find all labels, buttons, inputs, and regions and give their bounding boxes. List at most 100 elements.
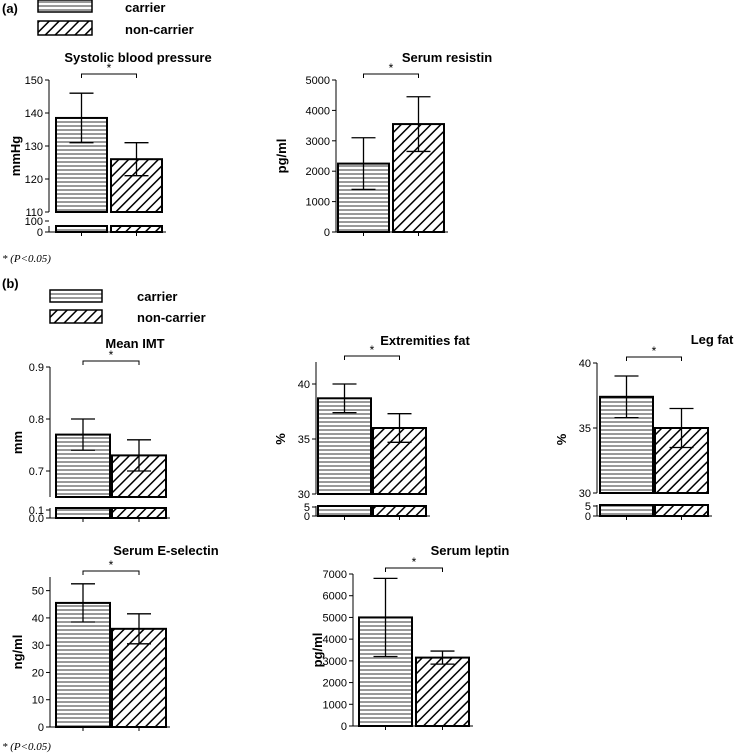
chart-title: Serum E-selectin — [113, 543, 219, 558]
significance-marker: * — [107, 61, 112, 75]
y-tick-label: 10 — [32, 695, 44, 707]
y-axis-label: pg/ml — [310, 633, 325, 668]
y-tick-label: 30 — [298, 489, 310, 501]
chart-legfat: Leg fat% 30 35 40 05 * — [554, 332, 734, 523]
chart-title: Mean IMT — [105, 336, 164, 351]
y-tick-label: 6000 — [323, 591, 347, 603]
y-tick-label: 5000 — [323, 612, 347, 624]
significance-marker: * — [389, 61, 394, 75]
panel-label-a: (a) — [2, 1, 18, 16]
chart-resistin: Serum resistin pg/ml 0 1000 2000 3000 4000 5000… — [274, 50, 492, 239]
y-tick-label: 140 — [25, 108, 43, 120]
y-tick-label: 0 — [585, 511, 591, 523]
significance-bracket — [344, 355, 400, 360]
chart-title: Leg fat — [691, 332, 734, 347]
legend-label-noncarrier: non-carrier — [137, 310, 206, 325]
y-tick-label: 4000 — [323, 634, 347, 646]
bar-noncarrier-base — [111, 507, 167, 519]
y-tick-label: 130 — [25, 141, 43, 153]
y-tick-label: 3000 — [306, 136, 330, 148]
y-tick-label: 35 — [579, 423, 591, 435]
y-tick-label: 1000 — [323, 699, 347, 711]
bar-carrier-base — [55, 507, 111, 519]
y-tick-label: 40 — [298, 379, 310, 391]
y-tick-label: 40 — [32, 613, 44, 625]
y-axis-label: pg/ml — [274, 139, 289, 174]
chart-imt: Mean IMT mm 0.7 0.8 0.9 0.00.1 * — [10, 336, 170, 525]
chart-title: Systolic blood pressure — [64, 50, 211, 65]
y-tick-label: 100 — [25, 216, 43, 228]
y-tick-label: 30 — [32, 640, 44, 652]
bar-noncarrier-base — [110, 225, 163, 233]
chart-extfat: Extremities fat% 30 35 40 05 * — [273, 333, 470, 523]
footnote-a: * (P<0.05) — [2, 253, 51, 265]
chart-title: Serum leptin — [431, 543, 510, 558]
significance-marker: * — [109, 558, 114, 572]
legend-a: carrier non-carrier — [37, 0, 194, 37]
y-tick-label: 4000 — [306, 105, 330, 117]
y-tick-label: 120 — [25, 174, 43, 186]
footnote-b: * (P<0.05) — [2, 741, 51, 753]
y-tick-label: 0 — [38, 722, 44, 734]
bar-noncarrier-base — [654, 504, 709, 517]
y-tick-label: 2000 — [306, 166, 330, 178]
y-axis-label: ng/ml — [10, 635, 25, 670]
significance-bracket — [363, 73, 419, 78]
chart-title: Serum resistin — [402, 50, 492, 65]
y-axis-label: % — [273, 433, 288, 445]
y-tick-label: 40 — [579, 358, 591, 370]
significance-bracket — [385, 567, 443, 572]
significance-bracket — [82, 570, 140, 575]
legend-swatch-noncarrier — [49, 309, 103, 324]
y-tick-label: 50 — [32, 586, 44, 598]
y-axis-label: % — [554, 433, 569, 445]
significance-bracket — [82, 360, 140, 365]
y-tick-label: 0.0 — [29, 513, 44, 525]
y-tick-label: 110 — [25, 207, 43, 219]
significance-bracket — [81, 73, 137, 78]
legend-b: carrier non-carrier — [49, 289, 206, 325]
y-tick-label: 20 — [32, 667, 44, 679]
y-tick-label: 2000 — [323, 678, 347, 690]
panel-label-b: (b) — [2, 276, 19, 291]
y-tick-label: 1000 — [306, 197, 330, 209]
bar-noncarrier — [415, 656, 470, 727]
significance-marker: * — [652, 344, 657, 358]
y-tick-label: 30 — [579, 488, 591, 500]
y-tick-label: 0.7 — [29, 466, 44, 478]
bar-carrier-base — [55, 225, 108, 233]
y-tick-label: 7000 — [323, 569, 347, 581]
significance-bracket — [626, 356, 682, 361]
y-tick-label: 35 — [298, 434, 310, 446]
y-tick-label: 0 — [37, 227, 43, 239]
y-tick-label: 0.9 — [29, 362, 44, 374]
charts: Systolic blood pressure mmHg 110 120 130 140 1… — [8, 50, 734, 734]
y-tick-label: 0 — [341, 721, 347, 733]
y-tick-label: 0 — [324, 227, 330, 239]
y-tick-label: 0.8 — [29, 414, 44, 426]
bar-noncarrier-base — [372, 505, 427, 517]
legend-label-carrier: carrier — [125, 0, 165, 15]
chart-leptin: Serum leptin pg/ml 0 1000 2000 3000 4000 5000 60… — [310, 543, 509, 733]
y-axis-label: mmHg — [8, 136, 23, 177]
legend-label-noncarrier: non-carrier — [125, 22, 194, 37]
chart-sbp: Systolic blood pressure mmHg 110 120 130 140 1… — [8, 50, 212, 239]
legend-label-carrier: carrier — [137, 289, 177, 304]
legend-swatch-carrier — [49, 289, 103, 303]
y-tick-label: 150 — [25, 75, 43, 87]
legend-swatch-noncarrier — [37, 20, 93, 36]
legend-swatch-carrier — [37, 0, 93, 13]
y-tick-label: 5 — [304, 502, 310, 514]
y-tick-label: 5000 — [306, 75, 330, 87]
y-tick-label: 0 — [304, 511, 310, 523]
significance-marker: * — [370, 343, 375, 357]
bar-carrier-base — [599, 504, 654, 517]
chart-esel: Serum E-selectin ng/ml 0 10 20 30 40 50 * — [10, 543, 219, 734]
bar-carrier-base — [317, 505, 372, 517]
significance-marker: * — [412, 555, 417, 569]
significance-marker: * — [109, 348, 114, 362]
y-tick-label: 3000 — [323, 656, 347, 668]
y-axis-label: mm — [10, 431, 25, 454]
y-tick-label: 5 — [585, 501, 591, 513]
